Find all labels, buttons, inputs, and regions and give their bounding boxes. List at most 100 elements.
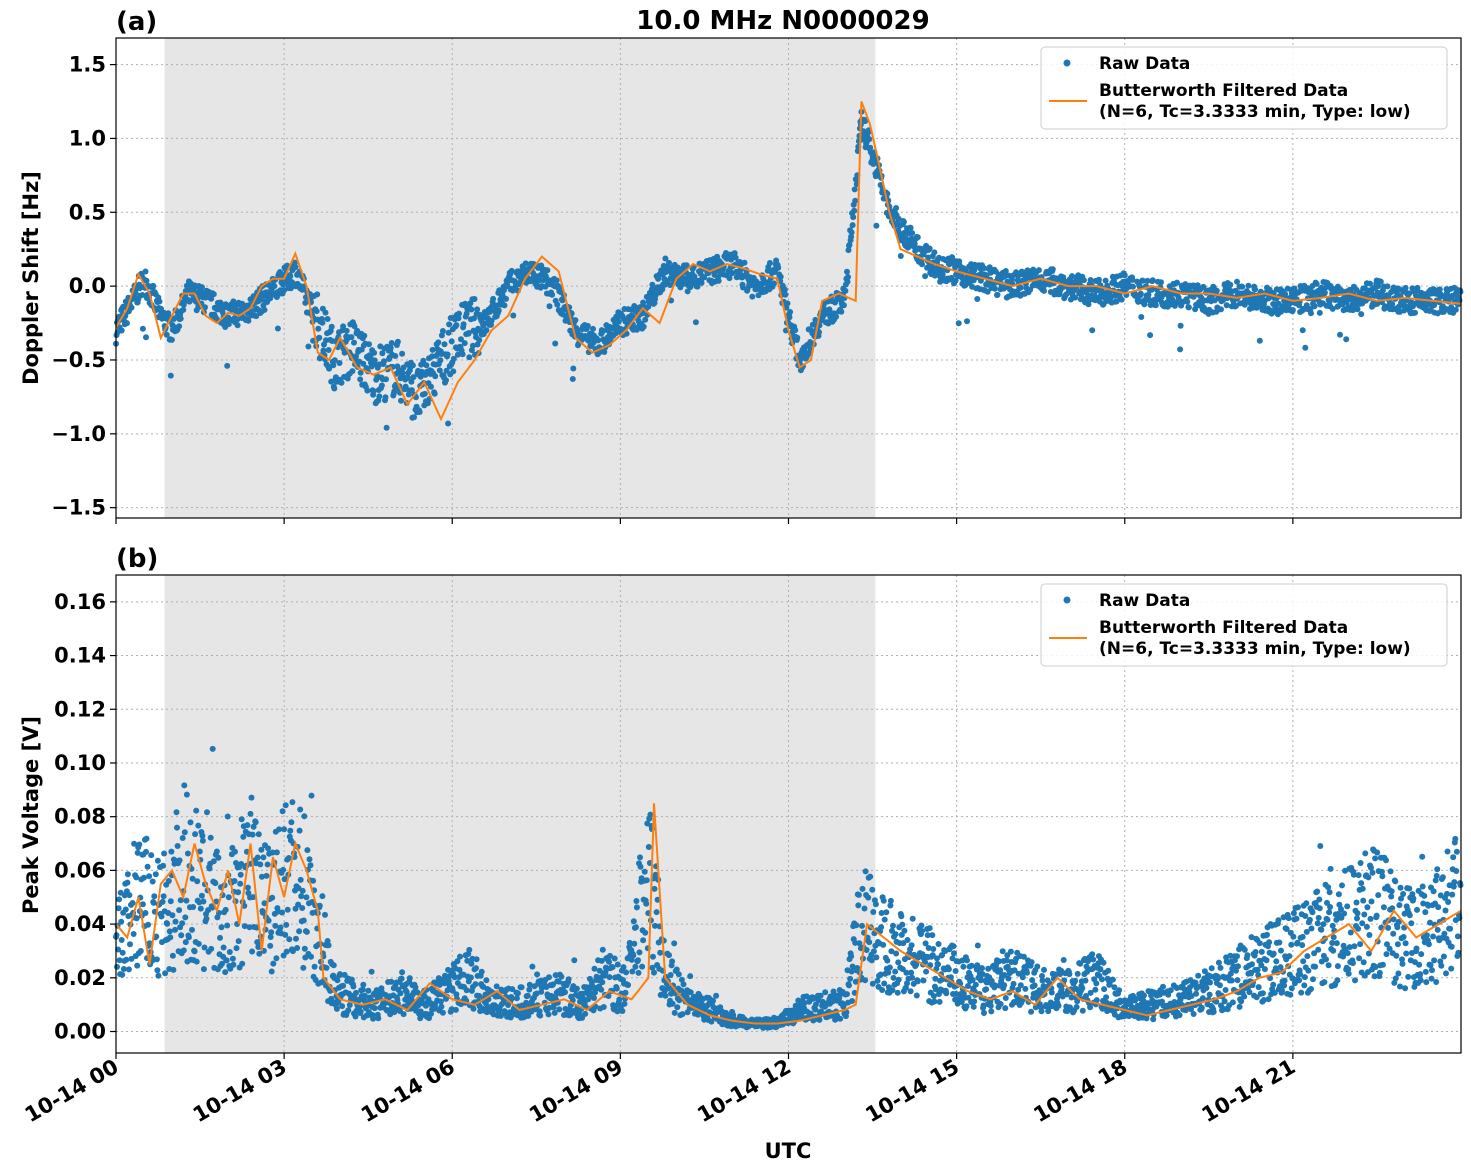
raw-data-point — [1090, 956, 1097, 963]
raw-data-point — [508, 267, 515, 274]
raw-data-point — [277, 924, 284, 931]
raw-data-point — [490, 295, 497, 302]
raw-data-point — [467, 974, 474, 981]
raw-data-point — [645, 303, 652, 310]
raw-data-point — [436, 367, 443, 374]
raw-data-point — [1286, 953, 1293, 960]
raw-data-point — [662, 992, 669, 999]
raw-data-point — [168, 848, 175, 855]
raw-data-point — [1314, 920, 1321, 927]
raw-data-point — [161, 850, 168, 857]
raw-data-point — [165, 878, 172, 884]
raw-data-point — [1293, 915, 1300, 922]
raw-data-point — [755, 292, 762, 299]
raw-data-point — [556, 1006, 563, 1013]
raw-data-point — [176, 907, 183, 914]
raw-data-point — [981, 1010, 987, 1016]
raw-data-point — [1199, 995, 1206, 1002]
raw-data-point — [220, 944, 227, 951]
raw-data-point — [409, 362, 416, 369]
raw-data-point — [964, 957, 970, 964]
raw-data-point — [181, 782, 188, 789]
raw-data-point — [1258, 948, 1265, 955]
raw-data-point — [445, 329, 452, 336]
raw-data-point — [642, 316, 649, 323]
raw-data-point — [1055, 1002, 1062, 1009]
raw-data-point — [1158, 279, 1164, 286]
raw-data-point — [1234, 953, 1240, 960]
raw-data-point — [448, 338, 455, 345]
raw-data-point — [897, 253, 904, 259]
raw-data-point — [437, 357, 444, 364]
raw-data-point — [1229, 999, 1236, 1006]
raw-data-point — [846, 241, 853, 248]
raw-data-point — [994, 291, 1001, 298]
raw-data-point — [630, 952, 637, 959]
raw-data-point — [1109, 976, 1116, 983]
raw-data-point — [299, 887, 306, 894]
raw-data-point — [955, 320, 962, 327]
raw-data-point — [248, 794, 255, 801]
raw-data-point — [140, 874, 147, 881]
raw-data-point — [235, 889, 242, 896]
raw-data-point — [873, 222, 880, 229]
raw-data-point — [862, 977, 869, 984]
raw-data-point — [330, 962, 337, 969]
raw-data-point — [435, 339, 442, 346]
raw-data-point — [209, 745, 216, 752]
raw-data-point — [330, 362, 337, 369]
raw-data-point — [114, 963, 120, 970]
raw-data-point — [203, 915, 210, 922]
raw-data-point — [437, 998, 444, 1005]
raw-data-point — [822, 989, 829, 996]
raw-data-point — [1249, 961, 1255, 968]
raw-data-point — [936, 998, 943, 1005]
raw-data-point — [1082, 977, 1089, 984]
raw-data-point — [353, 989, 359, 996]
raw-data-point — [354, 327, 361, 334]
raw-data-point — [1002, 995, 1009, 1001]
raw-data-point — [1138, 314, 1145, 320]
raw-data-point — [1097, 966, 1104, 973]
raw-data-point — [398, 975, 405, 982]
raw-data-point — [809, 321, 816, 328]
raw-data-point — [692, 319, 699, 326]
raw-data-point — [351, 323, 358, 330]
raw-data-point — [844, 278, 851, 285]
raw-data-point — [357, 376, 364, 383]
raw-data-point — [279, 909, 286, 916]
raw-data-point — [476, 337, 483, 344]
raw-data-point — [408, 378, 415, 385]
raw-data-point — [349, 368, 356, 375]
raw-data-point — [294, 945, 301, 951]
raw-data-point — [503, 295, 509, 302]
raw-data-point — [510, 312, 517, 319]
raw-data-point — [271, 283, 278, 290]
raw-data-point — [570, 365, 577, 372]
raw-data-point — [945, 966, 952, 973]
raw-data-point — [1298, 989, 1305, 996]
raw-data-point — [781, 286, 788, 293]
raw-data-point — [184, 850, 191, 857]
raw-data-point — [872, 901, 879, 908]
raw-data-point — [988, 1008, 995, 1015]
panel-b-label: (b) — [116, 544, 158, 574]
raw-data-point — [838, 308, 845, 315]
raw-data-point — [470, 1005, 477, 1012]
raw-data-point — [537, 1012, 544, 1019]
raw-data-point — [328, 323, 335, 330]
raw-data-point — [637, 854, 643, 861]
raw-data-point — [601, 349, 608, 355]
raw-data-point — [466, 946, 473, 953]
raw-data-point — [674, 1004, 681, 1011]
raw-data-point — [399, 350, 406, 357]
raw-data-point — [848, 229, 855, 236]
raw-data-point — [999, 948, 1006, 955]
raw-data-point — [983, 986, 990, 993]
raw-data-point — [1312, 963, 1319, 970]
raw-data-point — [162, 970, 169, 977]
raw-data-point — [1152, 302, 1159, 309]
raw-data-point — [226, 949, 233, 955]
raw-data-point — [553, 277, 560, 284]
raw-data-point — [420, 357, 427, 364]
